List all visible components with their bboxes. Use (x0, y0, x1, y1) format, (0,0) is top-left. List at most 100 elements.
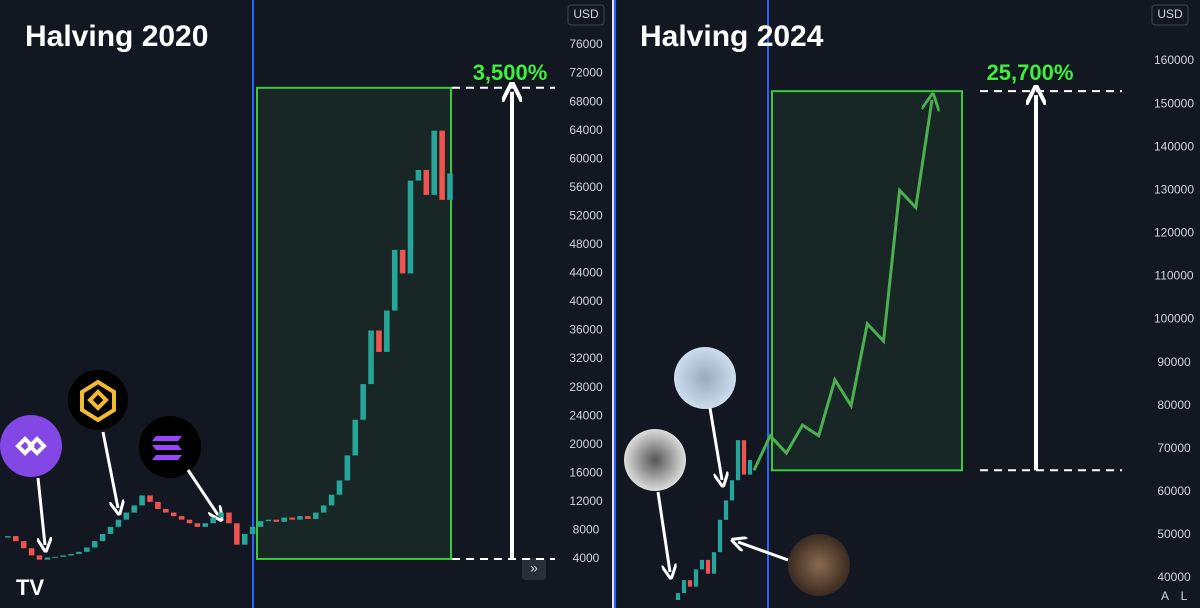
coin-icon (68, 370, 128, 430)
candle (68, 553, 74, 556)
panel-title: Halving 2020 (25, 20, 208, 53)
candle (431, 130, 437, 195)
candle (693, 569, 699, 587)
y-tick-label: 44000 (569, 266, 603, 280)
candle (681, 580, 687, 594)
candle (60, 555, 66, 557)
y-tick-label: 80000 (1157, 398, 1191, 412)
scale-button[interactable]: L (1181, 589, 1188, 603)
currency-box[interactable] (567, 4, 605, 26)
candle (368, 330, 374, 385)
candle (741, 440, 747, 475)
tv-logo: TV (16, 575, 44, 600)
y-tick-label: 16000 (569, 465, 603, 479)
panel: 76000 72000 68000 64000 60000 56000 52000 48000… (5, 4, 605, 565)
candle (155, 501, 161, 509)
currency-label: USD (573, 7, 599, 21)
currency-label: USD (1157, 7, 1183, 21)
currency-box[interactable] (1151, 4, 1189, 26)
candle (297, 516, 303, 520)
candle (273, 519, 280, 522)
candle (13, 536, 19, 542)
y-tick-label: 40000 (1157, 570, 1191, 584)
candle (163, 508, 169, 513)
candle (399, 249, 406, 274)
candle (384, 310, 390, 352)
y-tick-label: 110000 (1154, 269, 1193, 283)
y-tick-label: 28000 (569, 380, 603, 394)
candle (729, 480, 735, 501)
candle (360, 384, 366, 420)
y-tick-label: 70000 (1157, 441, 1191, 455)
candle (76, 551, 82, 554)
candle (735, 440, 741, 481)
candle (711, 552, 717, 574)
candle (210, 517, 216, 524)
candle (5, 536, 11, 538)
candle (194, 523, 201, 527)
y-tick-label: 72000 (569, 66, 603, 80)
y-tick-label: 130000 (1154, 182, 1194, 196)
scroll-icon: » (530, 560, 538, 576)
candle (305, 516, 311, 519)
coin-icon (674, 347, 736, 409)
candle (28, 548, 35, 556)
candle (705, 559, 711, 574)
y-tick-label: 40000 (569, 294, 603, 308)
y-tick-label: 76000 (569, 37, 603, 51)
y-tick-label: 60000 (1157, 484, 1191, 498)
scale-button[interactable]: A (1161, 589, 1169, 603)
candle (257, 521, 264, 527)
y-tick-label: 120000 (1154, 226, 1194, 240)
target-box (256, 86, 452, 560)
candle (747, 459, 753, 475)
candle (717, 519, 723, 553)
candle (320, 505, 327, 513)
y-tick-label: 68000 (569, 94, 603, 108)
candle (139, 495, 145, 506)
candle (249, 526, 256, 534)
projection-line (752, 100, 932, 471)
candle (234, 523, 240, 545)
y-tick-label: 20000 (569, 437, 603, 451)
candle (281, 517, 287, 522)
candle (723, 500, 729, 520)
panel-title: Halving 2024 (640, 20, 824, 53)
y-tick-label: 64000 (569, 123, 603, 137)
candle (289, 517, 295, 520)
candle (226, 512, 232, 524)
candle (84, 547, 90, 552)
candle (115, 519, 122, 527)
candle (99, 533, 106, 542)
candle (107, 526, 114, 534)
y-tick-label: 32000 (569, 351, 603, 365)
candle (147, 495, 153, 502)
candle (91, 541, 98, 548)
candle (423, 169, 430, 195)
y-tick-label: 150000 (1154, 96, 1194, 110)
y-tick-label: 8000 (573, 523, 600, 537)
candle (20, 541, 27, 549)
candle (131, 505, 137, 513)
y-tick-label: 12000 (569, 494, 603, 508)
y-tick-label: 24000 (569, 408, 603, 422)
candle (439, 130, 445, 200)
candle (36, 555, 43, 560)
coin-glyph (15, 436, 47, 456)
candle (352, 419, 359, 456)
coin-glyph (152, 436, 182, 460)
candle (313, 512, 319, 519)
pointer-arrows (36, 407, 789, 572)
target-box (771, 90, 963, 472)
candle (186, 519, 193, 524)
y-tick-label: 56000 (569, 180, 603, 194)
y-tick-label: 140000 (1154, 139, 1194, 153)
scroll-button[interactable] (522, 558, 546, 580)
candle (407, 180, 414, 274)
candle (265, 519, 272, 522)
candle (170, 512, 177, 517)
coin-icon (788, 534, 850, 596)
candle (376, 330, 382, 352)
